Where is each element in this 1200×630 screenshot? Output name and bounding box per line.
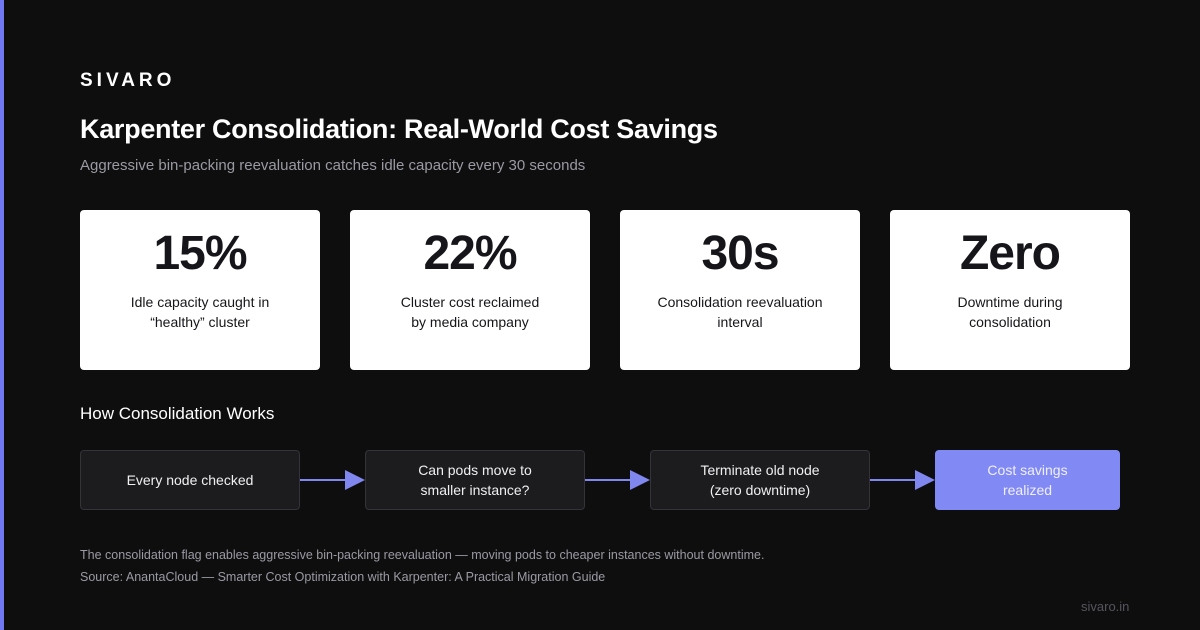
flow-step: Can pods move to smaller instance? [365,450,585,510]
section-heading: How Consolidation Works [80,404,275,423]
stat-label-line: Consolidation reevaluation [657,294,823,310]
stat-value: Zero [959,227,1061,280]
brand: SIVARO [80,70,176,91]
stat-card: 22% Cluster cost reclaimed by media compan… [350,210,590,370]
flow-step-line: Terminate old node [700,462,820,478]
flow-step: Terminate old node (zero downtime) [650,450,870,510]
flow-step: Cost savings realized [935,450,1120,510]
stat-label-line: Cluster cost reclaimed [400,294,540,310]
title: Karpenter Consolidation: Real-World Cost… [80,114,718,144]
source: Source: AnantaCloud — Smarter Cost Optim… [80,570,606,584]
stat-label-line: Downtime during [957,294,1063,310]
stat-card: 30s Consolidation reevaluation interval [620,210,860,370]
stat-label: Consolidation reevaluation interval [620,292,860,332]
stat-card: 15% Idle capacity caught in “healthy” clus… [80,210,320,370]
stat-label-line: interval [717,314,763,330]
stat-label-line: by media company [411,314,529,330]
stat-label-line: “healthy” cluster [150,314,250,330]
flow-step-line: Can pods move to [418,462,532,478]
stat-label: Cluster cost reclaimed by media company [350,292,590,332]
stat-value: 30s [701,227,779,280]
stat-label: Downtime during consolidation [890,292,1130,332]
subtitle: Aggressive bin-packing reevaluation catc… [80,157,586,174]
stat-label-line: Idle capacity caught in [130,294,270,310]
stat-value: 22% [423,227,517,280]
flow-step: Every node checked [80,450,300,510]
flow-step-line: smaller instance? [420,482,530,498]
flow-step-line: Cost savings [987,462,1068,478]
footnote: The consolidation flag enables aggressiv… [80,548,765,562]
flow-step-line: (zero downtime) [709,482,811,498]
stat-label: Idle capacity caught in “healthy” cluster [80,292,320,332]
site-url: sivaro.in [1081,599,1130,614]
flow-step-line: Every node checked [126,472,254,488]
stat-label-line: consolidation [969,314,1051,330]
stat-card: Zero Downtime during consolidation [890,210,1130,370]
accent-bar [0,0,4,630]
stat-value: 15% [153,227,247,280]
flow-step-line: realized [1002,482,1053,498]
